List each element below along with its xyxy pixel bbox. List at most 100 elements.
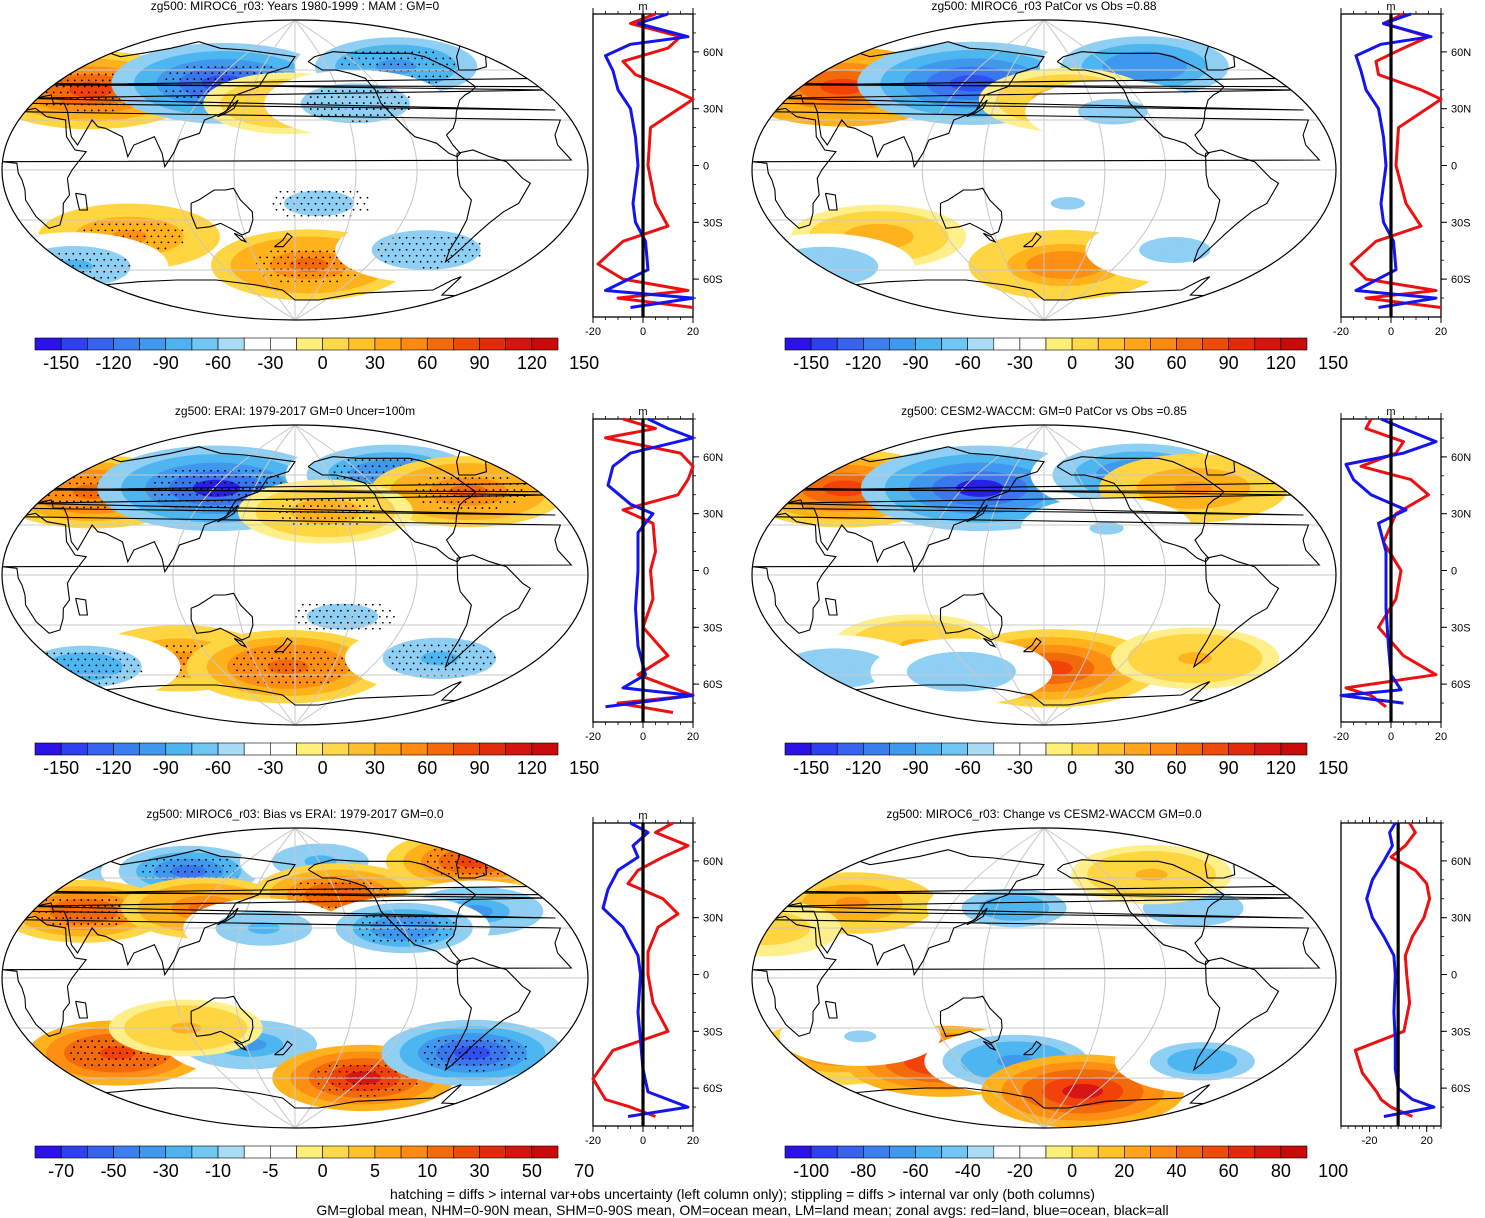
colorbar-swatch bbox=[270, 1145, 297, 1159]
anomaly-blob bbox=[1085, 217, 1265, 283]
colorbar-swatch bbox=[479, 742, 506, 756]
colorbar-label: -40 bbox=[955, 1161, 981, 1181]
colorbar-label: 90 bbox=[1219, 353, 1239, 373]
zonal-ytick-label: 30N bbox=[703, 104, 723, 116]
colorbar-swatch bbox=[165, 337, 193, 351]
colorbar-label: -90 bbox=[153, 353, 179, 373]
colorbar-swatch bbox=[1150, 742, 1177, 756]
colorbar-swatch bbox=[1045, 1145, 1073, 1159]
colorbar-swatch bbox=[165, 742, 193, 756]
zonal-ytick-label: 60N bbox=[1451, 856, 1471, 868]
colorbar-label: 150 bbox=[569, 758, 599, 778]
colorbar-swatch bbox=[165, 1145, 193, 1159]
colorbar-swatch bbox=[296, 1145, 323, 1159]
colorbar-swatch bbox=[967, 742, 995, 756]
colorbar-label: -150 bbox=[793, 353, 829, 373]
colorbar-swatch bbox=[217, 337, 245, 351]
zonal-ocean-line bbox=[1365, 822, 1436, 1118]
map-border bbox=[751, 424, 1337, 726]
colorbar-swatch bbox=[453, 742, 480, 756]
colorbar-swatch bbox=[1254, 337, 1282, 351]
colorbar-swatch bbox=[1150, 337, 1177, 351]
zonal-ytick-label: 30S bbox=[703, 1026, 723, 1038]
colorbar-swatch bbox=[784, 742, 812, 756]
colorbar-label: 60 bbox=[1166, 353, 1186, 373]
anomaly-blob bbox=[1111, 627, 1280, 690]
anomaly-blob bbox=[870, 638, 1053, 705]
zonal-mean-panel: -20 0 20 m 60N 30N 0 30S 60S bbox=[585, 810, 723, 1147]
colorbar-swatch bbox=[400, 337, 428, 351]
colorbar-label: -80 bbox=[850, 1161, 876, 1181]
colorbar-swatch bbox=[374, 1145, 402, 1159]
zonal-xtick-label: -20 bbox=[585, 326, 601, 338]
colorbar-swatch bbox=[270, 337, 297, 351]
colorbar-label: 30 bbox=[470, 1161, 490, 1181]
graticule bbox=[752, 20, 1336, 320]
zonal-xtick-label: 0 bbox=[1388, 326, 1394, 338]
colorbar-label: 30 bbox=[1114, 353, 1134, 373]
map-border bbox=[1, 19, 589, 321]
colorbar-swatch bbox=[243, 742, 271, 756]
zonal-ytick-label: 0 bbox=[1451, 566, 1457, 578]
colorbar-swatch bbox=[348, 1145, 376, 1159]
colorbar-swatch bbox=[505, 742, 533, 756]
colorbar-swatch bbox=[139, 337, 167, 351]
colorbar-swatch bbox=[243, 337, 271, 351]
zonal-land-line bbox=[604, 417, 695, 714]
graticule bbox=[2, 20, 588, 320]
colorbar-swatch bbox=[1254, 742, 1282, 756]
zonal-ytick-label: 30S bbox=[703, 217, 723, 229]
zonal-ytick-label: 30N bbox=[1451, 913, 1471, 925]
zonal-xtick-label: 20 bbox=[1435, 731, 1447, 743]
colorbar-swatch bbox=[426, 742, 454, 756]
zonal-ocean-line bbox=[605, 417, 695, 709]
zonal-ytick-label: 30S bbox=[703, 622, 723, 634]
colorbar-label: 0 bbox=[1067, 1161, 1077, 1181]
panel-title: zg500: CESM2-WACCM: GM=0 PatCor vs Obs =… bbox=[901, 404, 1187, 418]
colorbar-label: -30 bbox=[257, 353, 283, 373]
zonal-mean-panel: -20 20 60N 30N 0 30S 60S bbox=[1340, 817, 1471, 1147]
colorbar-label: 60 bbox=[1219, 1161, 1239, 1181]
zonal-ytick-label: 30N bbox=[703, 509, 723, 521]
colorbar-swatch bbox=[87, 1145, 114, 1159]
colorbar-label: 90 bbox=[470, 353, 490, 373]
anomaly-blob bbox=[1114, 1029, 1290, 1094]
colorbar-label: -70 bbox=[48, 1161, 74, 1181]
colorbar-label: -60 bbox=[955, 758, 981, 778]
colorbar-swatch bbox=[1280, 337, 1308, 351]
zonal-xtick-label: -20 bbox=[1362, 1135, 1378, 1147]
colorbar-swatch bbox=[1280, 742, 1308, 756]
colorbar-label: -60 bbox=[902, 1161, 928, 1181]
zonal-ytick-label: 60S bbox=[703, 274, 723, 286]
zonal-xtick-label: 0 bbox=[640, 1135, 646, 1147]
zonal-land-line bbox=[596, 12, 695, 309]
colorbar-swatch bbox=[836, 1145, 864, 1159]
colorbar-label: -60 bbox=[205, 353, 231, 373]
zonal-ytick-label: 60S bbox=[1451, 679, 1471, 691]
colorbar-label: 60 bbox=[417, 758, 437, 778]
colorbar-swatch bbox=[1150, 1145, 1177, 1159]
map-panel-2 bbox=[751, 19, 1337, 321]
colorbar-label: 150 bbox=[1318, 758, 1348, 778]
colorbar-label: 60 bbox=[1166, 758, 1186, 778]
panel-title: zg500: ERAI: 1979-2017 GM=0 Uncer=100m bbox=[175, 404, 415, 418]
colorbar-label: -60 bbox=[205, 758, 231, 778]
colorbar-label: -5 bbox=[262, 1161, 278, 1181]
colorbar-swatch bbox=[836, 742, 864, 756]
zonal-mean-panel: -20 0 20 m 60N 30N 0 30S 60S bbox=[585, 406, 723, 743]
colorbar-label: 90 bbox=[470, 758, 490, 778]
zonal-xtick-label: -20 bbox=[585, 1135, 601, 1147]
colorbar-label: 120 bbox=[517, 353, 547, 373]
zonal-ocean-line bbox=[601, 821, 690, 1118]
colorbar-label: 30 bbox=[365, 353, 385, 373]
colorbar-swatch bbox=[1019, 1145, 1047, 1159]
zonal-ytick-label: 0 bbox=[703, 566, 709, 578]
colorbar-label: 0 bbox=[1067, 353, 1077, 373]
colorbar-swatch bbox=[531, 337, 559, 351]
map-panel-5 bbox=[1, 827, 589, 1129]
colorbar-swatch bbox=[296, 742, 323, 756]
colorbar: -100 -80 -60 -40 -20 0 20 40 60 80 100 bbox=[784, 1145, 1348, 1181]
anomaly-blob bbox=[381, 1019, 564, 1087]
colorbar-swatch bbox=[1071, 1145, 1099, 1159]
map-border bbox=[751, 19, 1337, 321]
